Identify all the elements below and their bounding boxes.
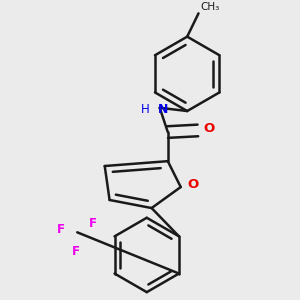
Text: F: F bbox=[88, 217, 97, 230]
Text: O: O bbox=[187, 178, 198, 191]
Text: F: F bbox=[72, 244, 80, 258]
Text: F: F bbox=[57, 223, 65, 236]
Text: O: O bbox=[204, 122, 215, 135]
Text: H: H bbox=[141, 103, 150, 116]
Text: N: N bbox=[158, 103, 169, 116]
Text: CH₃: CH₃ bbox=[200, 2, 219, 12]
